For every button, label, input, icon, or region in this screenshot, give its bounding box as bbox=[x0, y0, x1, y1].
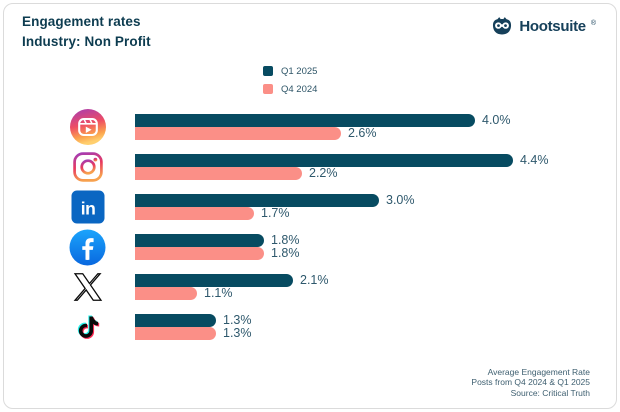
hootsuite-wordmark: Hootsuite bbox=[519, 18, 586, 35]
chart-footnote: Average Engagement Rate Posts from Q4 20… bbox=[471, 367, 590, 399]
bar-q1-2025 bbox=[135, 154, 513, 167]
bar-q4-2024 bbox=[135, 127, 341, 140]
bar-value-label: 4.4% bbox=[520, 153, 549, 167]
bar-group-x-twitter: 2.1% 1.1% bbox=[135, 274, 612, 300]
bar-line-linkedin-q4-2024: 1.7% bbox=[135, 207, 612, 220]
bar-line-x-twitter-q1-2025: 2.1% bbox=[135, 274, 612, 287]
bar-line-instagram-q4-2024: 2.2% bbox=[135, 167, 612, 180]
footnote-line-1: Average Engagement Rate bbox=[487, 366, 590, 377]
legend-swatch-q1 bbox=[263, 66, 273, 76]
legend-item-q4-2024: Q4 2024 bbox=[263, 82, 317, 96]
instagram-icon bbox=[22, 148, 135, 186]
bar-value-label: 1.8% bbox=[271, 233, 300, 247]
bar-value-label: 1.7% bbox=[261, 206, 290, 220]
bar-value-label: 1.3% bbox=[223, 326, 252, 340]
bar-value-label: 1.1% bbox=[204, 286, 233, 300]
chart-row-linkedin: in 3.0% 1.7% bbox=[22, 187, 612, 227]
linkedin-icon: in bbox=[22, 190, 135, 224]
footnote-line-2: Posts from Q4 2024 & Q1 2025 bbox=[471, 377, 590, 387]
chart-row-x-twitter: 2.1% 1.1% bbox=[22, 267, 612, 307]
bar-value-label: 2.1% bbox=[300, 273, 329, 287]
bar-group-linkedin: 3.0% 1.7% bbox=[135, 194, 612, 220]
bar-line-x-twitter-q4-2024: 1.1% bbox=[135, 287, 612, 300]
bar-value-label: 1.3% bbox=[223, 313, 252, 327]
bar-value-label: 3.0% bbox=[386, 193, 415, 207]
svg-text:in: in bbox=[80, 199, 95, 219]
bar-q1-2025 bbox=[135, 114, 475, 127]
bar-value-label: 4.0% bbox=[482, 113, 511, 127]
legend-label: Q4 2024 bbox=[281, 83, 318, 95]
instagram-reels-icon bbox=[22, 108, 135, 146]
bar-q4-2024 bbox=[135, 287, 197, 300]
hootsuite-logo: Hootsuite ® bbox=[490, 16, 596, 42]
hootsuite-owl-icon bbox=[490, 16, 514, 42]
legend-item-q1-2025: Q1 2025 bbox=[263, 64, 317, 78]
chart-row-tiktok: 1.3% 1.3% bbox=[22, 307, 612, 347]
registered-mark: ® bbox=[590, 20, 596, 27]
bar-group-instagram-reels: 4.0% 2.6% bbox=[135, 114, 612, 140]
chart-row-instagram: 4.4% 2.2% bbox=[22, 147, 612, 187]
bar-line-facebook-q1-2025: 1.8% bbox=[135, 234, 612, 247]
bar-q4-2024 bbox=[135, 167, 302, 180]
bar-q4-2024 bbox=[135, 327, 216, 340]
bar-q1-2025 bbox=[135, 314, 216, 327]
bar-q1-2025 bbox=[135, 234, 264, 247]
facebook-icon bbox=[22, 229, 135, 266]
bar-q1-2025 bbox=[135, 274, 293, 287]
tiktok-icon bbox=[22, 312, 135, 343]
bar-q4-2024 bbox=[135, 207, 254, 220]
bar-line-tiktok-q1-2025: 1.3% bbox=[135, 314, 612, 327]
bar-q4-2024 bbox=[135, 247, 264, 260]
bar-value-label: 2.6% bbox=[348, 126, 377, 140]
chart-legend: Q1 2025 Q4 2024 bbox=[263, 64, 317, 96]
header: Engagement rates Industry: Non Profit bbox=[22, 12, 151, 52]
legend-label: Q1 2025 bbox=[281, 65, 318, 77]
chart-row-facebook: 1.8% 1.8% bbox=[22, 227, 612, 267]
bar-line-tiktok-q4-2024: 1.3% bbox=[135, 327, 612, 340]
footnote-line-3: Source: Critical Truth bbox=[510, 387, 590, 398]
bar-line-linkedin-q1-2025: 3.0% bbox=[135, 194, 612, 207]
bar-value-label: 2.2% bbox=[309, 166, 338, 180]
bar-group-instagram: 4.4% 2.2% bbox=[135, 154, 612, 180]
bar-group-tiktok: 1.3% 1.3% bbox=[135, 314, 612, 340]
bar-chart: 4.0% 2.6% 4.4% 2.2% in 3.0% 1.7% 1.8% 1.8% 2.1% 1.… bbox=[22, 107, 612, 347]
bar-q1-2025 bbox=[135, 194, 379, 207]
bar-line-instagram-q1-2025: 4.4% bbox=[135, 154, 612, 167]
chart-row-instagram-reels: 4.0% 2.6% bbox=[22, 107, 612, 147]
legend-swatch-q4 bbox=[263, 84, 273, 94]
x-icon bbox=[22, 272, 135, 302]
bar-value-label: 1.8% bbox=[271, 246, 300, 260]
bar-group-facebook: 1.8% 1.8% bbox=[135, 234, 612, 260]
page-subtitle: Industry: Non Profit bbox=[22, 34, 151, 49]
bar-line-instagram-reels-q4-2024: 2.6% bbox=[135, 127, 612, 140]
page-title: Engagement rates bbox=[22, 14, 141, 29]
bar-line-facebook-q4-2024: 1.8% bbox=[135, 247, 612, 260]
bar-line-instagram-reels-q1-2025: 4.0% bbox=[135, 114, 612, 127]
